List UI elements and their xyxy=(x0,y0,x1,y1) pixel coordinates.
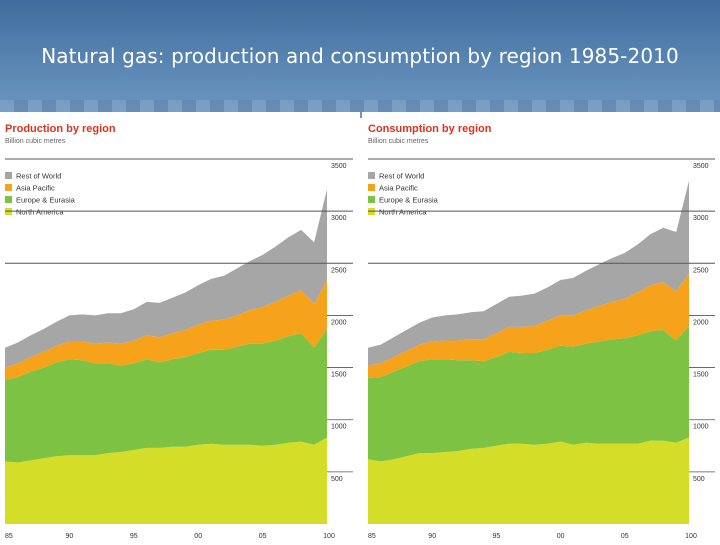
production-y-tick-label: 1000 xyxy=(331,424,347,431)
consumption-legend-label: North America xyxy=(379,208,427,217)
production-area-asia-pacific xyxy=(5,280,327,381)
consumption-legend-swatch xyxy=(368,184,375,191)
slide-title: Natural gas: production and consumption … xyxy=(41,44,679,68)
consumption-legend-swatch xyxy=(368,196,375,203)
production-chart-subtitle: Billion cubic metres xyxy=(5,138,66,145)
production-y-tick-label: 0 xyxy=(331,533,335,540)
production-chart-panel: Production by region Billion cubic metre… xyxy=(0,112,360,540)
production-x-tick-label: 95 xyxy=(130,533,138,540)
production-legend-label: Rest of World xyxy=(16,172,61,181)
production-legend-label: Europe & Eurasia xyxy=(16,196,76,205)
consumption-chart-subtitle: Billion cubic metres xyxy=(368,138,429,145)
production-gridlines xyxy=(5,158,353,473)
consumption-chart-panel: Consumption by region Billion cubic metr… xyxy=(362,112,720,540)
consumption-area-rest-of-world xyxy=(368,180,689,366)
consumption-y-tick-label: 1500 xyxy=(693,372,709,379)
consumption-areas xyxy=(368,180,689,524)
consumption-legend-label: Rest of World xyxy=(379,172,424,181)
consumption-y-tick-label: 2500 xyxy=(693,267,709,274)
consumption-legend-label: Asia Pacific xyxy=(379,184,418,193)
production-area-rest-of-world xyxy=(5,189,327,368)
consumption-gridlines xyxy=(368,158,715,473)
production-y-tick-label: 1500 xyxy=(331,372,347,379)
production-x-tick-label: 05 xyxy=(259,533,267,540)
consumption-area-europe-eurasia xyxy=(368,325,689,462)
production-x-axis: 85 90 95 00 05 10 xyxy=(5,533,331,540)
production-x-tick-label: 00 xyxy=(194,533,202,540)
consumption-y-axis: 0 500 1000 1500 2000 2500 3000 3500 xyxy=(693,163,709,540)
consumption-chart: Consumption by region Billion cubic metr… xyxy=(368,123,715,540)
production-legend-swatch xyxy=(5,184,12,191)
production-y-axis: 0 500 1000 1500 2000 2500 3000 3500 xyxy=(331,163,347,540)
production-area-europe-eurasia xyxy=(5,329,327,463)
production-y-tick-label: 3000 xyxy=(331,215,347,222)
production-y-tick-label: 3500 xyxy=(331,163,347,170)
production-legend-swatch xyxy=(5,196,12,203)
production-legend-swatch xyxy=(5,172,12,179)
production-chart: Production by region Billion cubic metre… xyxy=(5,123,353,540)
production-x-tick-label: 85 xyxy=(5,533,13,540)
consumption-legend-label: Europe & Eurasia xyxy=(379,196,439,205)
consumption-x-tick-label: 90 xyxy=(428,533,436,540)
production-y-tick-label: 2000 xyxy=(331,319,347,326)
consumption-y-tick-label: 3500 xyxy=(693,163,709,170)
consumption-y-tick-label: 2000 xyxy=(693,319,709,326)
consumption-area-north-america xyxy=(368,437,689,524)
production-legend-label: Asia Pacific xyxy=(16,184,55,193)
consumption-legend: Rest of World Asia Pacific Europe & Eurasi… xyxy=(368,172,439,217)
consumption-y-tick-label: 500 xyxy=(693,476,705,483)
production-y-tick-label: 500 xyxy=(331,476,343,483)
production-x-tick-label: 90 xyxy=(66,533,74,540)
consumption-y-tick-label: 1000 xyxy=(693,424,709,431)
production-legend: Rest of World Asia Pacific Europe & Eurasi… xyxy=(5,172,76,217)
consumption-x-tick-label: 10 xyxy=(685,533,693,540)
consumption-x-axis: 85 90 95 00 05 10 xyxy=(368,533,693,540)
consumption-legend-swatch xyxy=(368,172,375,179)
production-y-tick-label: 2500 xyxy=(331,267,347,274)
consumption-x-tick-label: 85 xyxy=(368,533,376,540)
production-areas xyxy=(5,189,327,524)
consumption-x-tick-label: 05 xyxy=(621,533,629,540)
consumption-chart-title: Consumption by region xyxy=(368,123,492,135)
consumption-x-tick-label: 95 xyxy=(493,533,501,540)
consumption-area-asia-pacific xyxy=(368,273,689,378)
production-area-north-america xyxy=(5,437,327,524)
production-chart-title: Production by region xyxy=(5,123,116,135)
banner-stripe xyxy=(0,100,720,112)
consumption-y-tick-label: 3000 xyxy=(693,215,709,222)
production-x-tick-label: 10 xyxy=(323,533,331,540)
consumption-y-tick-label: 0 xyxy=(693,533,697,540)
production-legend-label: North America xyxy=(16,208,64,217)
title-banner: Natural gas: production and consumption … xyxy=(0,0,720,118)
consumption-x-tick-label: 00 xyxy=(557,533,565,540)
